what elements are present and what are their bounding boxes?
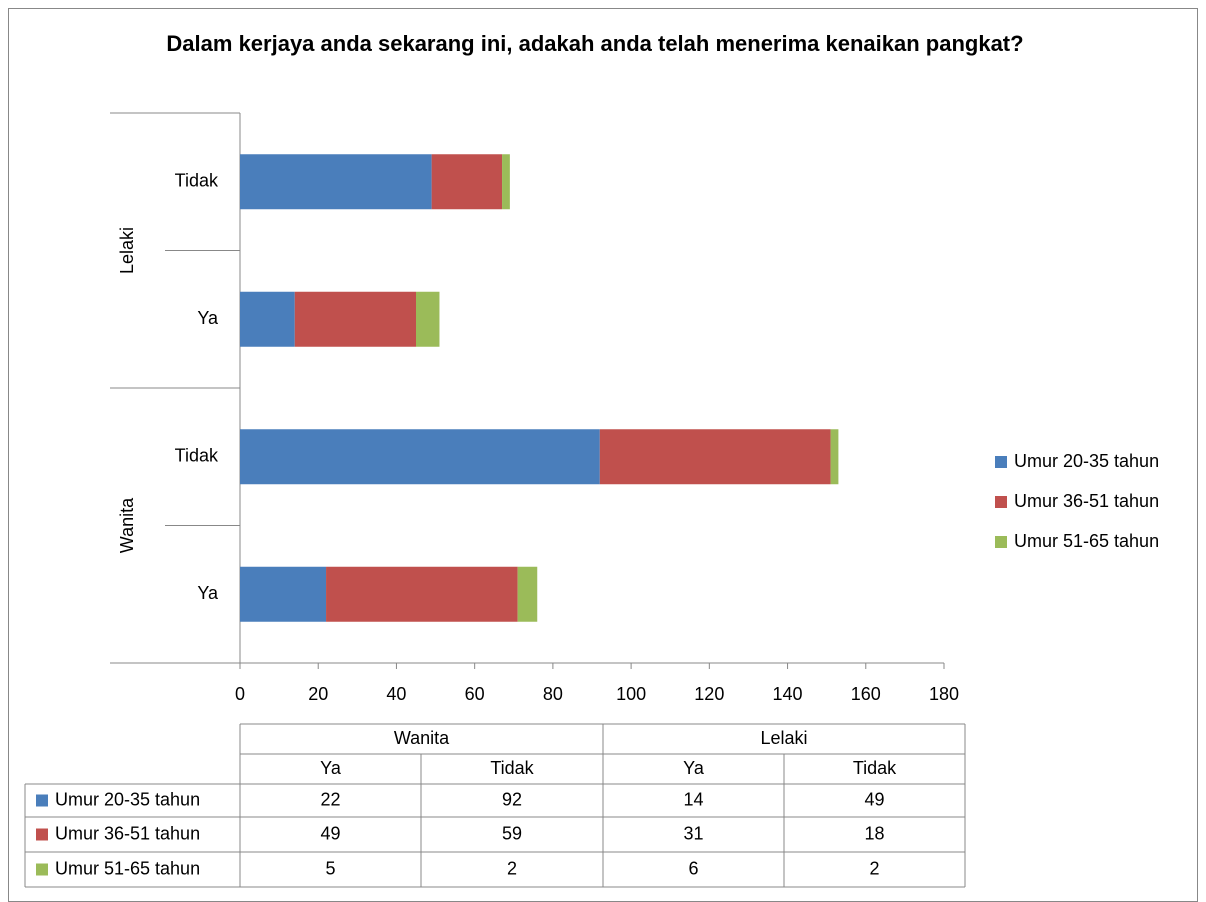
bar [240, 429, 600, 485]
table-header: Lelaki [760, 728, 807, 748]
legend-label: Umur 51-65 tahun [1014, 531, 1159, 551]
legend-label: Umur 20-35 tahun [1014, 451, 1159, 471]
table-cell: 49 [320, 823, 340, 843]
table-cell: 18 [864, 823, 884, 843]
x-tick-label: 140 [773, 684, 803, 704]
bar [502, 154, 510, 210]
bar [431, 154, 503, 210]
legend-swatch [995, 536, 1007, 548]
bar [294, 291, 416, 347]
bar [830, 429, 839, 485]
category-label: Ya [197, 583, 219, 603]
bar [599, 429, 831, 485]
bar [240, 154, 432, 210]
table-cell: 92 [502, 789, 522, 809]
bar [240, 291, 295, 347]
bar [240, 566, 327, 622]
x-tick-label: 60 [465, 684, 485, 704]
category-label: Ya [197, 308, 219, 328]
table-subheader: Ya [320, 758, 342, 778]
category-label: Tidak [175, 446, 219, 466]
legend-swatch [995, 456, 1007, 468]
x-tick-label: 80 [543, 684, 563, 704]
table-header: Wanita [394, 728, 450, 748]
table-subheader: Tidak [490, 758, 534, 778]
table-row-header: Umur 51-65 tahun [55, 858, 200, 878]
chart-title: Dalam kerjaya anda sekarang ini, adakah … [166, 31, 1024, 56]
x-tick-label: 20 [308, 684, 328, 704]
table-cell: 2 [869, 858, 879, 878]
table-row-header: Umur 36-51 tahun [55, 823, 200, 843]
table-subheader: Ya [683, 758, 705, 778]
bar [326, 566, 518, 622]
table-cell: 22 [320, 789, 340, 809]
x-tick-label: 120 [694, 684, 724, 704]
table-cell: 31 [683, 823, 703, 843]
group-label: Wanita [117, 497, 137, 553]
table-cell: 5 [325, 858, 335, 878]
bar [416, 291, 440, 347]
table-legend-swatch [36, 863, 48, 876]
table-subheader: Tidak [853, 758, 897, 778]
table-cell: 2 [507, 858, 517, 878]
bar [517, 566, 538, 622]
table-legend-swatch [36, 828, 48, 841]
table-row-header: Umur 20-35 tahun [55, 789, 200, 809]
x-tick-label: 180 [929, 684, 959, 704]
x-tick-label: 40 [386, 684, 406, 704]
x-tick-label: 0 [235, 684, 245, 704]
table-legend-swatch [36, 794, 48, 807]
table-cell: 59 [502, 823, 522, 843]
category-label: Tidak [175, 171, 219, 191]
table-cell: 14 [683, 789, 703, 809]
table-cell: 49 [864, 789, 884, 809]
table-cell: 6 [688, 858, 698, 878]
legend-label: Umur 36-51 tahun [1014, 491, 1159, 511]
group-label: Lelaki [117, 227, 137, 274]
x-tick-label: 160 [851, 684, 881, 704]
legend-swatch [995, 496, 1007, 508]
x-tick-label: 100 [616, 684, 646, 704]
